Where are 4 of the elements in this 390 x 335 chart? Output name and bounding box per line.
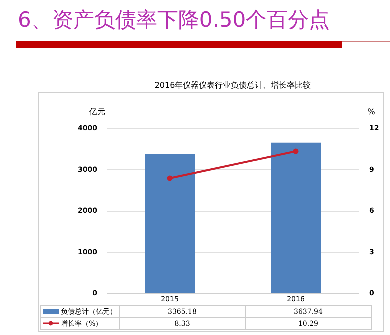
chart-title: 2016年仪器仪表行业负债总计、增长率比较 (154, 81, 312, 90)
chart-subtitle: 6、资产负债率下降0.50个百分点 (18, 7, 330, 34)
y2-axis-title: % (368, 108, 376, 116)
y-axis-title: 亿元 (88, 108, 106, 116)
